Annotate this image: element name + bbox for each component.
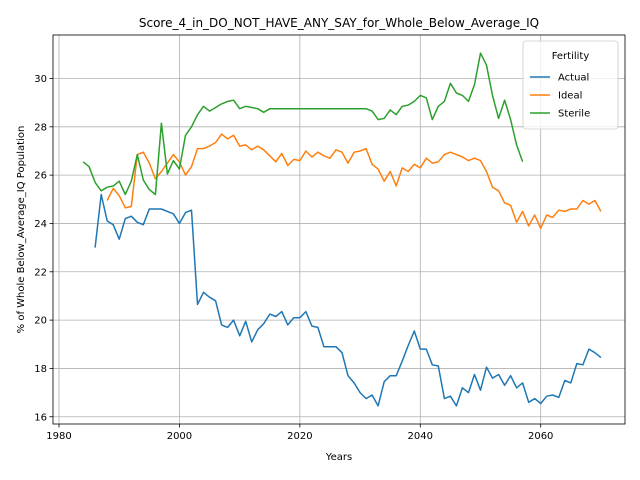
series-line-actual xyxy=(94,193,602,407)
x-tick-label: 1980 xyxy=(46,431,71,442)
plot-frame xyxy=(52,34,626,425)
axis-ticks: 1980 2000 2020 2040 2060 16 18 20 22 24 26 28 30 xyxy=(34,74,553,442)
legend: Fertility Actual Ideal Sterile xyxy=(522,40,619,130)
series-line-ideal xyxy=(106,133,602,230)
x-tick-label: 2060 xyxy=(528,431,553,442)
legend-items: Actual Ideal Sterile xyxy=(530,73,590,120)
legend-label-ideal: Ideal xyxy=(558,91,582,102)
legend-box xyxy=(522,40,619,130)
x-tick-label: 2040 xyxy=(408,431,433,442)
y-tick-label: 18 xyxy=(34,364,47,375)
x-tick-label: 2020 xyxy=(287,431,312,442)
y-tick-label: 26 xyxy=(34,171,47,182)
y-tick-label: 22 xyxy=(34,267,47,278)
y-tick-label: 20 xyxy=(34,316,47,327)
x-tick-label: 2000 xyxy=(167,431,192,442)
legend-label-sterile: Sterile xyxy=(558,109,590,120)
series-line-sterile xyxy=(82,52,524,196)
y-tick-label: 24 xyxy=(34,219,47,230)
legend-label-actual: Actual xyxy=(558,73,589,84)
series-lines xyxy=(82,52,602,407)
legend-title: Fertility xyxy=(552,51,590,62)
y-tick-label: 28 xyxy=(34,122,47,133)
y-tick-label: 16 xyxy=(34,412,47,423)
chart-title: Score_4_in_DO_NOT_HAVE_ANY_SAY_for_Whole… xyxy=(139,16,539,30)
y-tick-label: 30 xyxy=(34,74,47,85)
y-axis-title: % of Whole Below_Average_IQ Population xyxy=(16,126,27,334)
x-axis-title: Years xyxy=(325,452,352,463)
